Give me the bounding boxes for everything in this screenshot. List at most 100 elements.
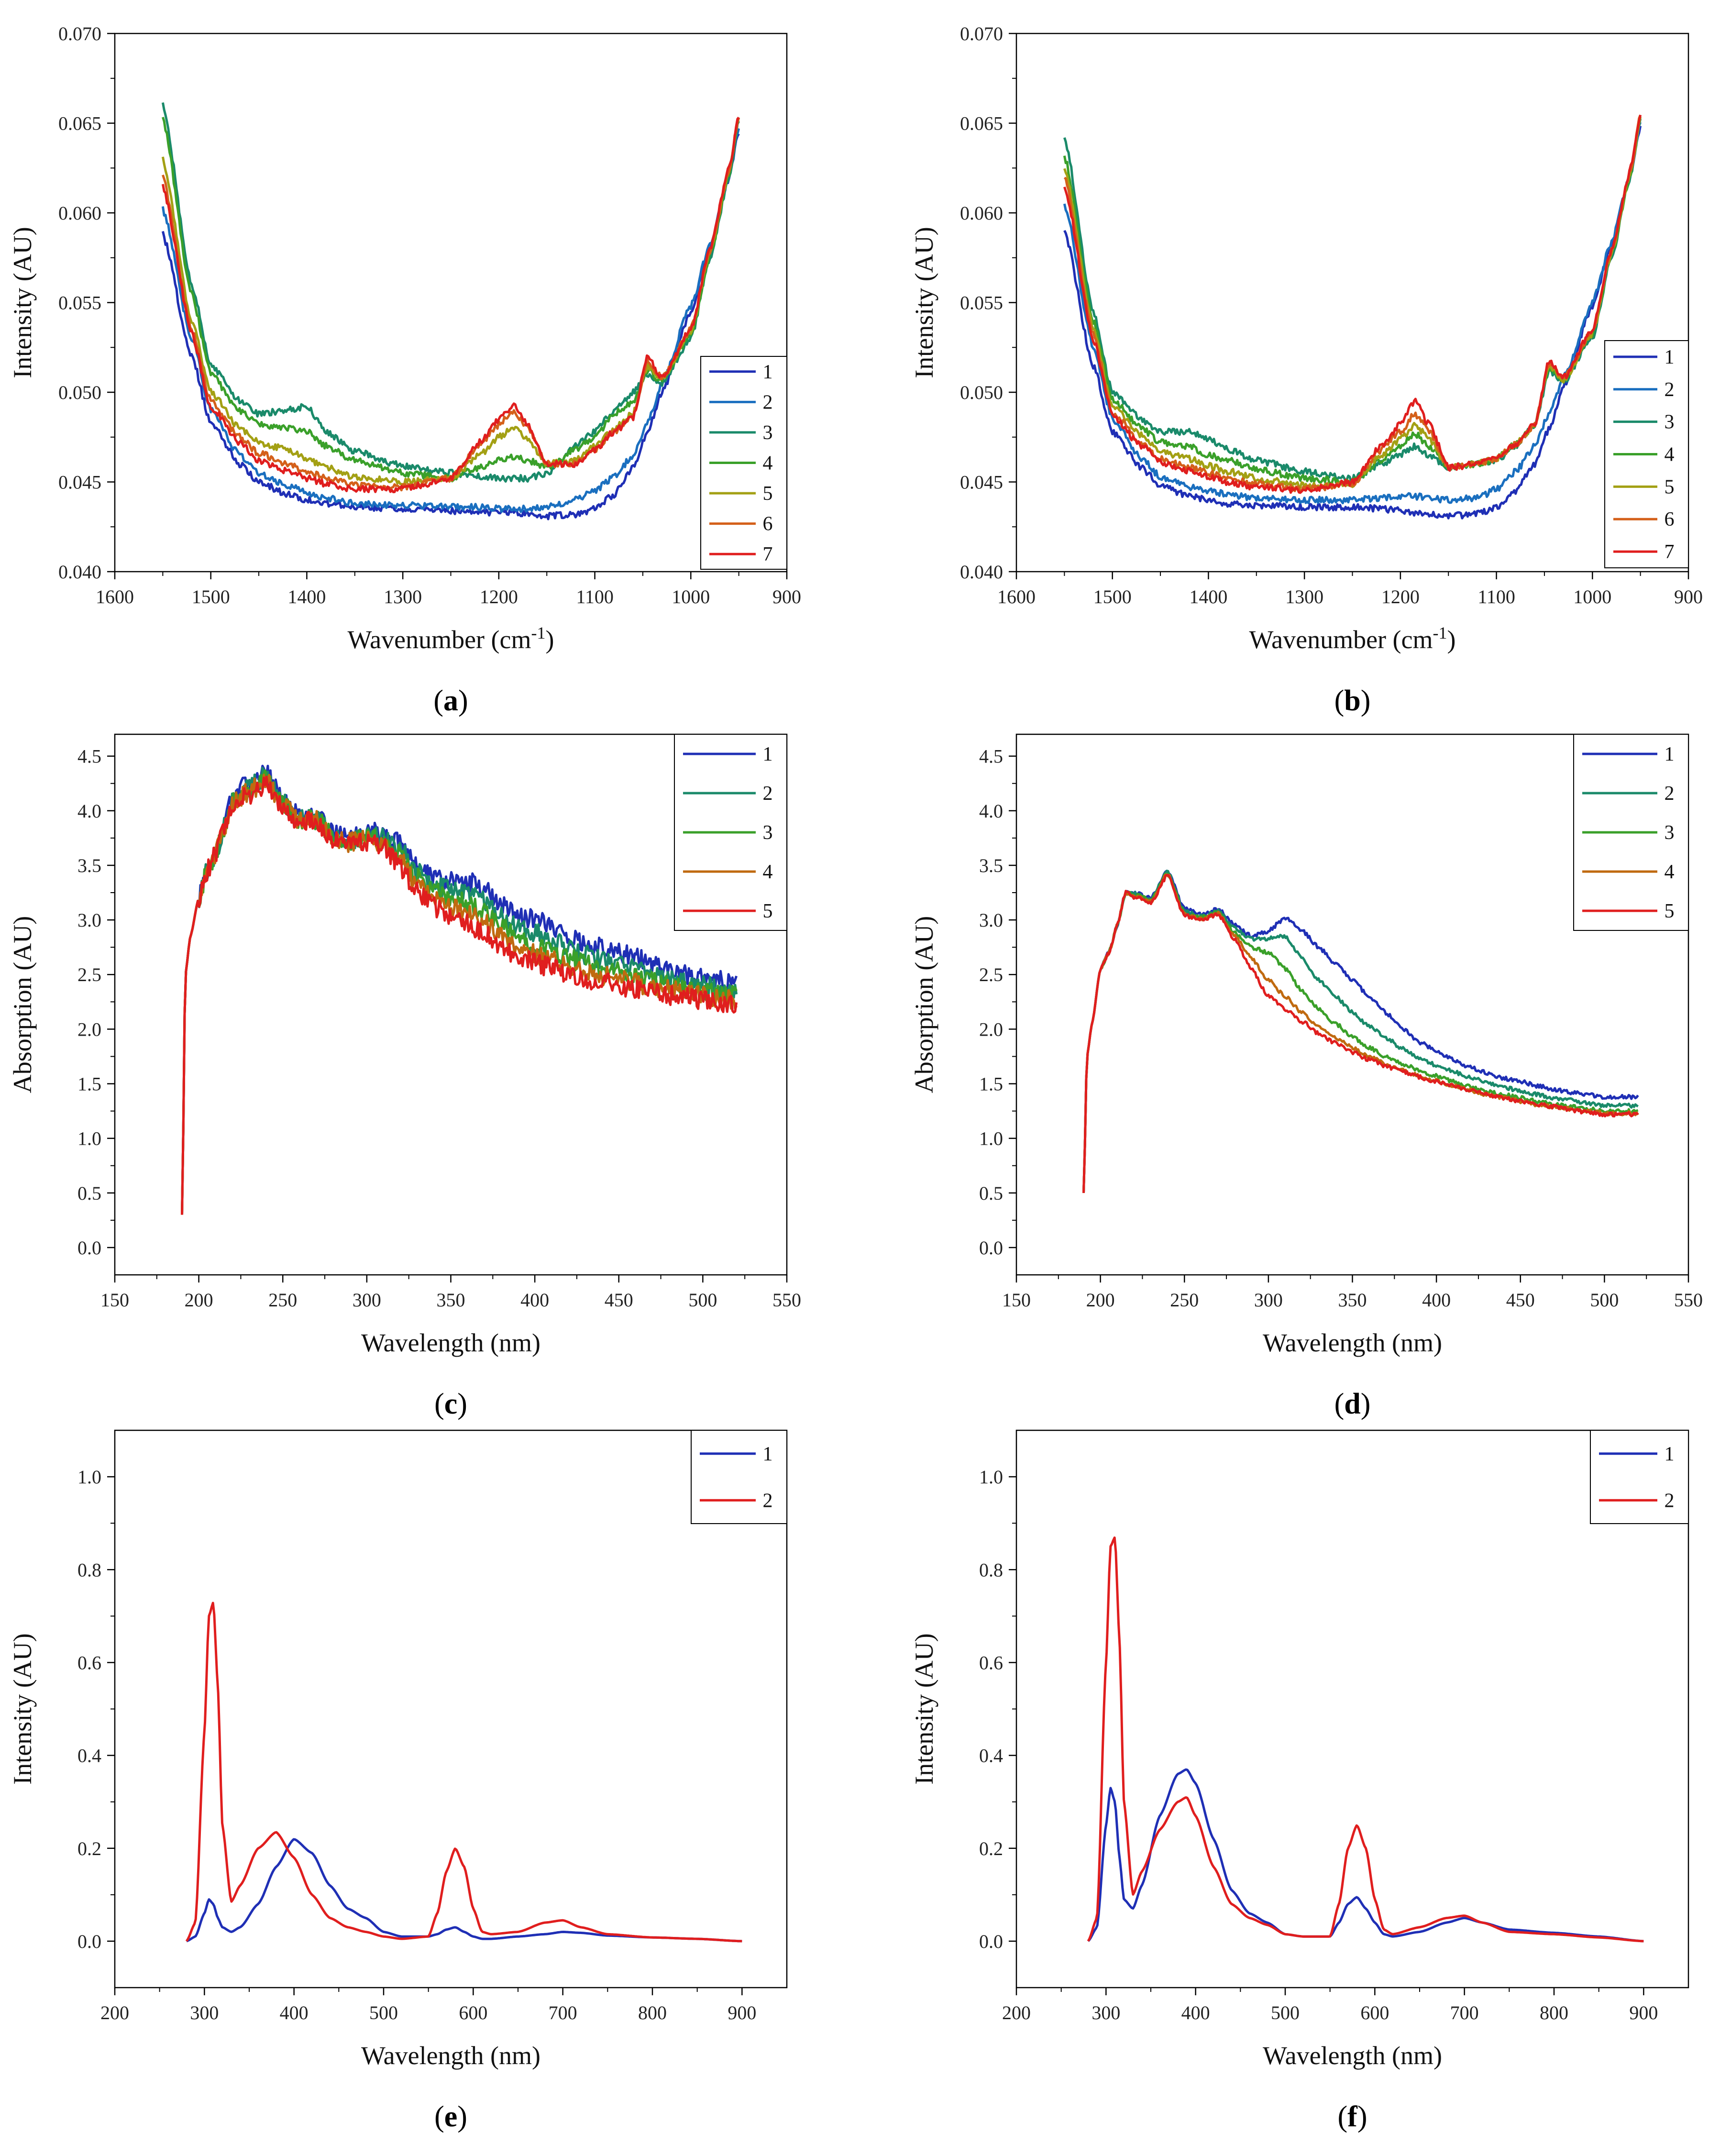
panel-d: 150 200 250 300 350 400 450 500 550 0.0 0.5 1.0 1.5 2…: [910, 733, 1703, 1420]
x-tick-label: 1300: [384, 586, 422, 608]
x-tick-label: 500: [369, 2002, 398, 2023]
series-line-4: [181, 774, 738, 1215]
panel-b: 1600 1500 1400 1300 1200 1100 1000 900 0.040 0.04…: [910, 23, 1703, 717]
legend: 1 2 3 4 5: [1573, 734, 1689, 931]
series-line-4: [1082, 873, 1639, 1193]
y-tick-label: 1.0: [979, 1466, 1003, 1488]
panel-a: 1600 1500 1400 1300 1200 1100 1000 900 0.040 0.04…: [8, 23, 801, 717]
panel-e: 200 300 400 500 600 700 800 900 0.0 0.2 0.4 0.6 0.8 1…: [8, 1429, 788, 2133]
panel-label-close: ): [457, 2101, 467, 2133]
x-tick-label: 900: [1629, 2002, 1658, 2023]
y-tick-label: 0.0: [77, 1237, 101, 1259]
y-axis-label: Absorption (AU): [910, 916, 938, 1093]
series-line-1: [1082, 870, 1639, 1193]
y-tick-label: 2.0: [979, 1018, 1003, 1040]
y-tick-label: 0.060: [58, 202, 101, 224]
panel-label: (c): [434, 1388, 467, 1420]
y-tick-label: 2.5: [979, 964, 1003, 985]
x-tick-label: 700: [1450, 2002, 1479, 2023]
panel-label-close: ): [1361, 1388, 1371, 1420]
x-tick-label: 900: [772, 586, 801, 608]
legend-label-2: 2: [763, 1490, 773, 1512]
panel-label-close: ): [1361, 685, 1371, 717]
legend-label-4: 4: [1665, 861, 1675, 883]
x-tick-label: 250: [268, 1289, 297, 1311]
series-line-7: [1063, 114, 1642, 494]
legend-label-3: 3: [763, 422, 773, 444]
legend-label-2: 2: [763, 783, 773, 805]
y-tick-label: 0.6: [979, 1652, 1003, 1673]
x-tick-label: 500: [688, 1289, 717, 1311]
x-axis-label: Wavenumber (cm-1): [1249, 623, 1456, 654]
series-line-5: [181, 775, 738, 1215]
y-tick-label: 0.8: [77, 1559, 101, 1581]
x-tick-label: 500: [1590, 1289, 1619, 1311]
x-tick-label: 400: [1422, 1289, 1451, 1311]
y-tick-label: 4.0: [77, 800, 101, 822]
y-tick-label: 1.0: [77, 1466, 101, 1488]
x-tick-label: 1600: [96, 586, 134, 608]
x-tick-label: 700: [549, 2002, 577, 2023]
x-tick-label: 1500: [192, 586, 230, 608]
legend-label-6: 6: [763, 513, 773, 535]
x-tick-label: 200: [100, 2002, 129, 2023]
series-line-2: [1082, 870, 1639, 1193]
series-line-2: [1087, 1536, 1644, 1943]
panel-label-close: ): [458, 685, 468, 717]
series-line-2: [1063, 122, 1642, 505]
panel-label-letter: a: [443, 685, 458, 717]
y-tick-label: 1.5: [979, 1073, 1003, 1095]
x-tick-label: 600: [1360, 2002, 1389, 2023]
legend-label-7: 7: [763, 543, 773, 565]
y-tick-label: 3.0: [77, 909, 101, 931]
x-tick-label: 300: [1092, 2002, 1120, 2023]
y-tick-label: 4.5: [979, 746, 1003, 767]
x-tick-label: 1200: [1381, 586, 1420, 608]
series-line-1: [1087, 1768, 1644, 1943]
y-tick-label: 0.045: [58, 472, 101, 493]
x-axis-label: Wavelength (nm): [1263, 1328, 1442, 1357]
series-line-6: [1063, 114, 1642, 493]
panel-label: (a): [433, 685, 468, 717]
y-tick-label: 0.8: [979, 1559, 1003, 1581]
x-tick-label: 550: [772, 1289, 801, 1311]
y-tick-label: 3.5: [979, 855, 1003, 876]
panel-label-close: ): [457, 1388, 467, 1420]
y-tick-label: 0.070: [58, 23, 101, 44]
x-tick-label: 250: [1170, 1289, 1199, 1311]
y-tick-label: 0.065: [960, 113, 1003, 134]
legend-label-4: 4: [763, 453, 773, 475]
x-tick-label: 1400: [1189, 586, 1227, 608]
y-axis-label: Intensity (AU): [8, 1633, 37, 1784]
y-tick-label: 0.6: [77, 1652, 101, 1673]
legend-box: [691, 1430, 787, 1524]
y-tick-label: 0.4: [77, 1745, 101, 1767]
x-tick-label: 600: [459, 2002, 487, 2023]
legend-label-1: 1: [1665, 743, 1675, 765]
panel-label-open: (: [434, 2101, 444, 2133]
legend-label-7: 7: [1665, 541, 1675, 563]
y-tick-label: 0.045: [960, 472, 1003, 493]
y-tick-label: 4.0: [979, 800, 1003, 822]
panel-label-letter: f: [1347, 2101, 1358, 2133]
series-line-3: [1082, 873, 1639, 1193]
x-tick-label: 1100: [576, 586, 614, 608]
x-tick-label: 900: [728, 2002, 756, 2023]
series-group: [181, 764, 738, 1215]
legend-label-5: 5: [763, 900, 773, 922]
y-tick-label: 3.5: [77, 855, 101, 876]
panel-label-letter: d: [1344, 1388, 1360, 1420]
panel-label-open: (: [434, 1388, 444, 1420]
x-tick-label: 150: [100, 1289, 129, 1311]
y-tick-label: 4.5: [77, 746, 101, 767]
x-axis-label: Wavelength (nm): [361, 1328, 540, 1357]
y-axis-label: Intensity (AU): [8, 227, 37, 378]
x-tick-label: 800: [1540, 2002, 1568, 2023]
legend: 12: [691, 1430, 787, 1524]
y-tick-label: 3.0: [979, 909, 1003, 931]
legend-label-5: 5: [763, 483, 773, 505]
panel-label-open: (: [433, 685, 443, 717]
y-tick-label: 0.050: [960, 382, 1003, 403]
legend: 12: [1590, 1430, 1689, 1524]
y-tick-label: 0.055: [58, 292, 101, 314]
